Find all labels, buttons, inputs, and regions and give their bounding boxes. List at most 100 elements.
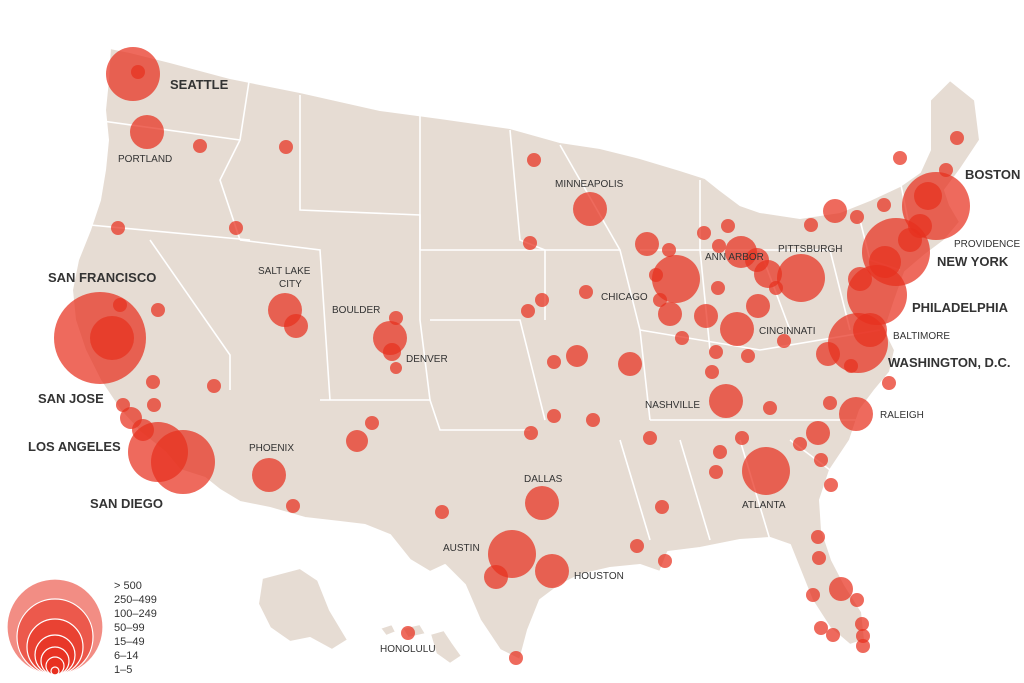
bubble-san-antonio[interactable] (484, 565, 508, 589)
bubble-oregon-east[interactable] (193, 139, 207, 153)
bubble-madison[interactable] (635, 232, 659, 256)
bubble-providence[interactable] (908, 214, 932, 238)
bubble-raleigh[interactable] (839, 397, 873, 431)
bubble-new-hampshire[interactable] (939, 163, 953, 177)
bubble-morgantown[interactable] (777, 334, 791, 348)
bubble-savannah[interactable] (824, 478, 838, 492)
bubble-gainesville[interactable] (812, 551, 826, 565)
bubble-michigan-3[interactable] (712, 239, 726, 253)
bubble-lincoln[interactable] (521, 304, 535, 318)
bubble-atlanta[interactable] (742, 447, 790, 495)
bubble-san-diego[interactable] (151, 430, 215, 494)
bubble-phoenix[interactable] (252, 458, 286, 492)
bubble-norfolk[interactable] (844, 359, 858, 373)
bubble-fl-south-1[interactable] (814, 621, 828, 635)
bubble-chicago-3[interactable] (658, 302, 682, 326)
bubble-miami-3[interactable] (856, 639, 870, 653)
bubble-denver[interactable] (383, 343, 401, 361)
bubble-chicago[interactable] (652, 255, 700, 303)
bubble-seattle-2[interactable] (131, 65, 145, 79)
bubble-ny-upstate-3[interactable] (804, 218, 818, 232)
bubble-fort-wayne[interactable] (711, 281, 725, 295)
bubble-okc[interactable] (524, 426, 538, 440)
bubble-boston-2[interactable] (914, 182, 942, 210)
bubble-provo[interactable] (284, 314, 308, 338)
bubble-vermont[interactable] (893, 151, 907, 165)
bubble-ca-central-2[interactable] (147, 398, 161, 412)
bubble-portland[interactable] (130, 115, 164, 149)
bubble-st-louis[interactable] (618, 352, 642, 376)
bubble-lexington[interactable] (741, 349, 755, 363)
bubble-houston[interactable] (535, 554, 569, 588)
bubble-greenville[interactable] (823, 396, 837, 410)
bubble-dallas[interactable] (525, 486, 559, 520)
bubble-baton-rouge[interactable] (630, 539, 644, 553)
bubble-ny-upstate-1[interactable] (823, 199, 847, 223)
bubble-fl-east[interactable] (850, 593, 864, 607)
bubble-tennessee-east[interactable] (705, 365, 719, 379)
bubble-ca-central[interactable] (146, 375, 160, 389)
bubble-columbus[interactable] (746, 294, 770, 318)
bubble-idaho[interactable] (279, 140, 293, 154)
bubble-omaha[interactable] (535, 293, 549, 307)
bubble-new-orleans[interactable] (658, 554, 672, 568)
bubble-north-dakota[interactable] (527, 153, 541, 167)
bubble-harrisburg[interactable] (848, 267, 872, 291)
bubble-sf-2[interactable] (90, 316, 134, 360)
bubble-kansas-city[interactable] (566, 345, 588, 367)
bubble-indianapolis[interactable] (694, 304, 718, 328)
bubble-tampa[interactable] (806, 588, 820, 602)
bubble-sacramento[interactable] (151, 303, 165, 317)
bubble-sf-3[interactable] (113, 298, 127, 312)
bubble-ny-upstate-4[interactable] (877, 198, 891, 212)
bubble-alabama[interactable] (709, 465, 723, 479)
bubble-wichita[interactable] (547, 355, 561, 369)
bubble-boulder-2[interactable] (389, 311, 403, 325)
bubble-il-south[interactable] (653, 293, 667, 307)
bubble-asheville[interactable] (793, 437, 807, 451)
bubble-co-springs[interactable] (390, 362, 402, 374)
bubble-orlando[interactable] (829, 577, 853, 601)
bubble-boise[interactable] (229, 221, 243, 235)
bubble-nashville[interactable] (709, 384, 743, 418)
bubble-fayetteville[interactable] (586, 413, 600, 427)
bubble-south-texas[interactable] (509, 651, 523, 665)
bubble-miami-1[interactable] (855, 617, 869, 631)
bubble-toledo[interactable] (754, 260, 782, 288)
bubble-reno[interactable] (207, 379, 221, 393)
bubble-fl-south-2[interactable] (826, 628, 840, 642)
bubble-albuquerque[interactable] (346, 430, 368, 452)
bubble-tulsa[interactable] (547, 409, 561, 423)
bubble-maine[interactable] (950, 131, 964, 145)
bubble-michigan-2[interactable] (721, 219, 735, 233)
bubble-tucson[interactable] (286, 499, 300, 513)
bubble-huntsville[interactable] (735, 431, 749, 445)
bubble-miami-2[interactable] (856, 629, 870, 643)
bubble-virginia-south[interactable] (882, 376, 896, 390)
bubble-jacksonville[interactable] (811, 530, 825, 544)
bubble-cincinnati[interactable] (720, 312, 754, 346)
bubble-honolulu[interactable] (401, 626, 415, 640)
bubble-iowa[interactable] (579, 285, 593, 299)
bubble-oregon-south[interactable] (111, 221, 125, 235)
bubble-memphis[interactable] (643, 431, 657, 445)
bubble-columbia[interactable] (814, 453, 828, 467)
bubble-new-york-2[interactable] (869, 246, 901, 278)
bubble-el-paso[interactable] (435, 505, 449, 519)
bubble-michigan-west[interactable] (697, 226, 711, 240)
bubble-pittsburgh[interactable] (777, 254, 825, 302)
bubble-santa-fe[interactable] (365, 416, 379, 430)
bubble-charlotte[interactable] (806, 421, 830, 445)
bubble-mississippi[interactable] (713, 445, 727, 459)
bubble-chicago-2[interactable] (649, 268, 663, 282)
bubble-sioux-falls[interactable] (523, 236, 537, 250)
bubble-milwaukee[interactable] (662, 243, 676, 257)
bubble-ny-upstate-2[interactable] (850, 210, 864, 224)
bubble-richmond[interactable] (816, 342, 840, 366)
bubble-erie[interactable] (769, 281, 783, 295)
bubble-louisville[interactable] (709, 345, 723, 359)
bubble-minneapolis[interactable] (573, 192, 607, 226)
bubble-jackson[interactable] (655, 500, 669, 514)
bubble-knoxville[interactable] (763, 401, 777, 415)
bubble-il-central[interactable] (675, 331, 689, 345)
